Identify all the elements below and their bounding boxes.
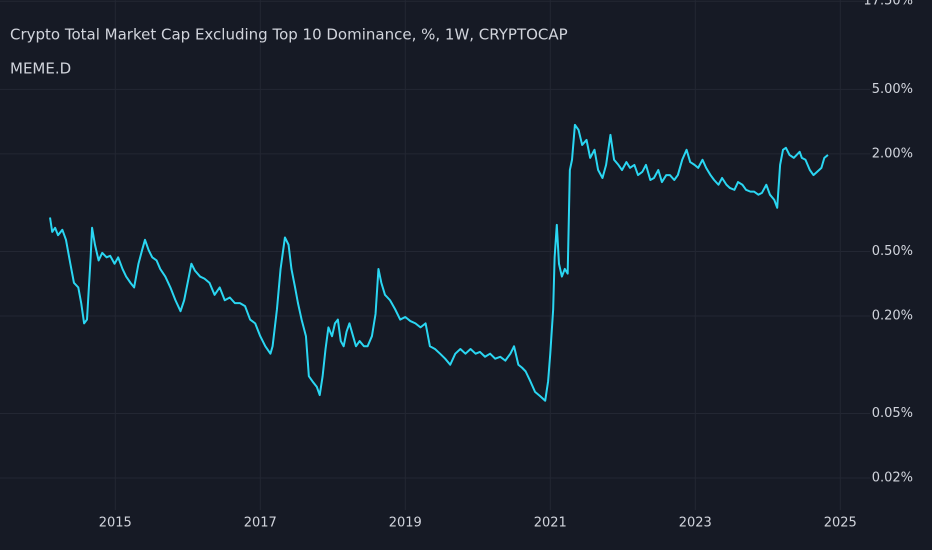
x-tick-label: 2025 <box>824 516 857 531</box>
y-tick-label: 0.20% <box>872 308 913 323</box>
y-tick-label: 0.50% <box>872 244 913 259</box>
y-tick-label: 2.00% <box>872 146 913 161</box>
y-tick-label: 0.05% <box>872 406 913 421</box>
chart-title: Crypto Total Market Cap Excluding Top 10… <box>10 26 568 44</box>
x-tick-label: 2023 <box>679 516 712 531</box>
x-tick-label: 2017 <box>244 516 277 531</box>
y-tick-label: 17.50% <box>863 0 913 9</box>
y-tick-label: 0.02% <box>872 471 913 486</box>
chart-subtitle: MEME.D <box>10 60 71 78</box>
x-tick-label: 2015 <box>99 516 132 531</box>
plot <box>49 123 829 402</box>
x-tick-label: 2021 <box>534 516 567 531</box>
x-tick-label: 2019 <box>389 516 422 531</box>
data-line <box>49 123 829 402</box>
y-tick-label: 5.00% <box>872 82 913 97</box>
grid <box>0 0 870 510</box>
